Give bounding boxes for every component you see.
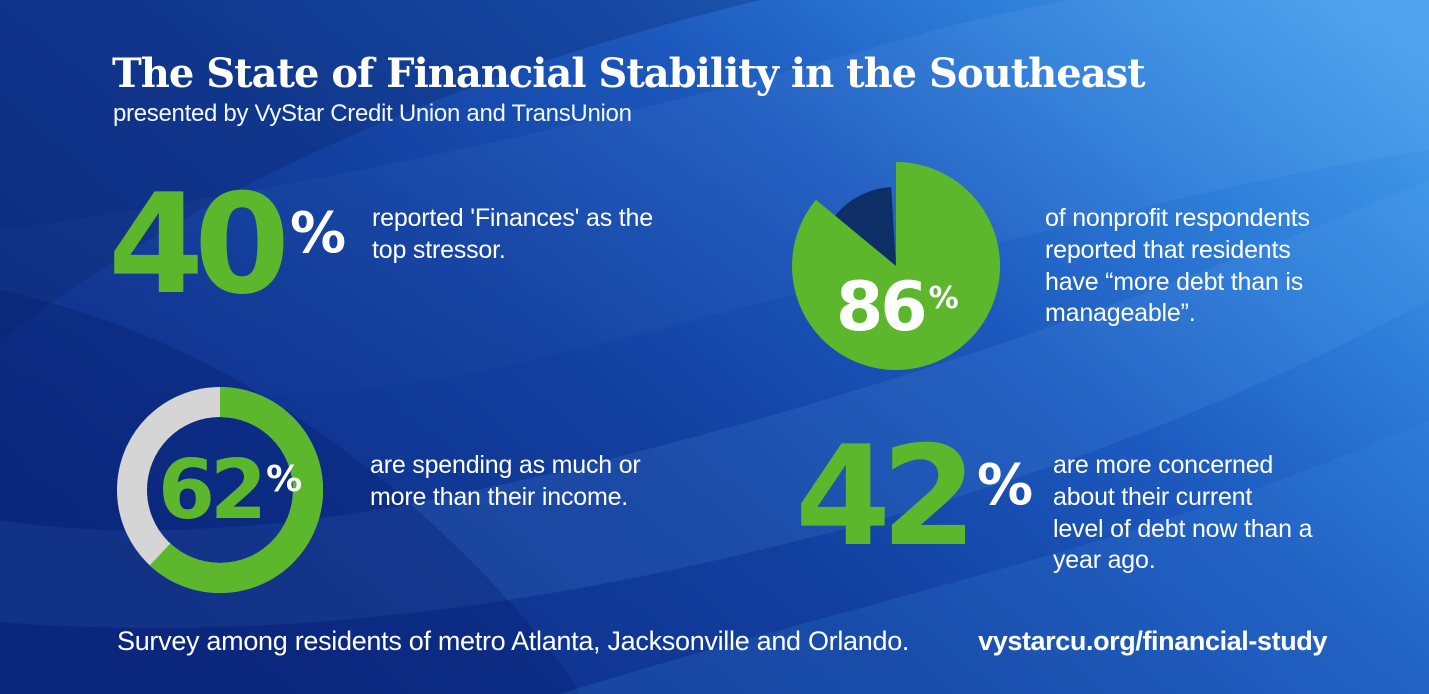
background-ribbon-top bbox=[0, 0, 1429, 397]
footer-study-url: vystarcu.org/financial-study bbox=[978, 626, 1327, 656]
background-corner-shade bbox=[0, 0, 760, 340]
page-title: The State of Financial Stability in the … bbox=[112, 50, 1146, 97]
pie-86-value: 86 bbox=[836, 268, 928, 347]
pie-slice-main bbox=[792, 162, 1001, 370]
pie-chart-86 bbox=[780, 150, 1012, 382]
pie-86-label: 86 % bbox=[836, 274, 959, 342]
stat-42-percent-sign: % bbox=[977, 453, 1034, 518]
pie-slice-remainder bbox=[830, 187, 896, 266]
donut-62-value: 62 bbox=[158, 443, 267, 538]
stat-42-number: 42 % bbox=[795, 428, 1033, 566]
pie-86-percent-sign: % bbox=[928, 281, 959, 316]
stat-40-number: 40 % bbox=[108, 176, 346, 314]
donut-62-label: 62 % bbox=[158, 450, 302, 532]
donut-chart-62 bbox=[116, 386, 324, 594]
donut-62-percent-sign: % bbox=[266, 459, 303, 500]
pie-chart-86-svg bbox=[792, 162, 1001, 370]
footer-survey-note: Survey among residents of metro Atlanta,… bbox=[117, 626, 910, 656]
background-fold-bottom-left bbox=[0, 290, 580, 694]
stat-86-description: of nonprofit respondents reported that r… bbox=[1045, 204, 1310, 328]
donut-arc-main bbox=[117, 387, 323, 593]
stat-42-description: are more concerned about their current l… bbox=[1053, 451, 1313, 575]
stat-40-description: reported 'Finances' as the top stressor. bbox=[372, 204, 653, 264]
background-ribbon-mid bbox=[0, 180, 1429, 629]
page-subtitle: presented by VyStar Credit Union and Tra… bbox=[113, 100, 632, 127]
background-sweep-bottom-right bbox=[560, 420, 1429, 694]
stat-40-percent-sign: % bbox=[290, 201, 347, 266]
stat-62-description: are spending as much or more than their … bbox=[370, 451, 641, 511]
donut-chart-62-svg bbox=[117, 387, 323, 593]
stat-40-value: 40 bbox=[108, 164, 290, 325]
stat-42-value: 42 bbox=[795, 416, 977, 577]
